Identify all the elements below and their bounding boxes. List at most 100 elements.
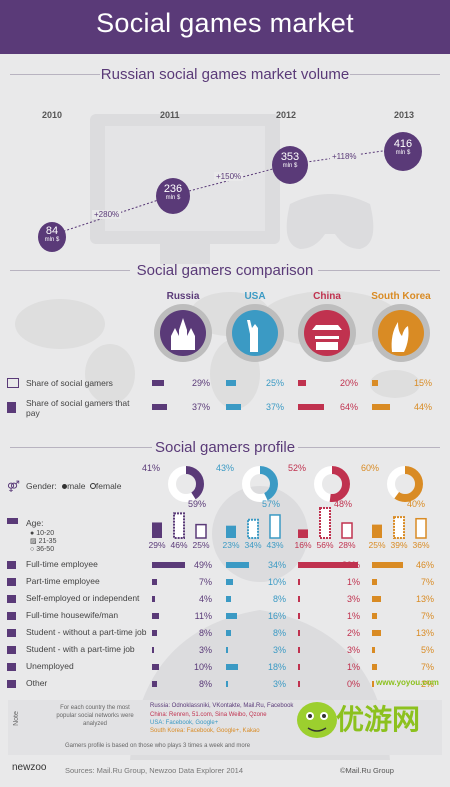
occupation-bar-5-0 [152, 647, 155, 653]
section-title-profile: Social gamers profile [154, 439, 296, 456]
age-value-2-1: 56% [316, 540, 334, 550]
occupation-label-4: Student - without a part-time job [26, 627, 147, 637]
age-legend: ● 10-20 ▨ 21-35 ○ 36-50 [30, 530, 56, 554]
comparison-value-0-0: 29% [191, 378, 210, 388]
legend-male: male [67, 481, 86, 491]
occupation-bar-1-2 [298, 579, 300, 585]
divider [298, 447, 440, 448]
data-label-2012: 353 [280, 151, 300, 163]
occupation-value-5-1: 3% [272, 645, 286, 655]
occupation-label-6: Unemployed [26, 661, 74, 671]
occupation-bar-6-3 [372, 664, 377, 670]
age-bar-1-2 [269, 514, 281, 539]
world-map-icon [15, 291, 420, 409]
country-china: China [313, 291, 341, 302]
unemployed-icon [7, 663, 16, 671]
section-title-comparison: Social gamers comparison [136, 262, 314, 279]
market-line-chart [51, 147, 404, 236]
comparison-value-1-0: 37% [191, 402, 210, 412]
note-usa: USA: Facebook, Google+ [150, 720, 219, 726]
occupation-value-2-3: 13% [415, 594, 434, 604]
occupation-bar-0-3 [372, 562, 403, 568]
occupation-value-5-3: 5% [420, 645, 434, 655]
note-korea: South Korea: Facebook, Google+, Kakao [150, 728, 260, 734]
growth-label-1: +280% [92, 210, 122, 219]
age-bar-2-2 [341, 522, 353, 539]
age-bar-0-1 [173, 512, 185, 539]
comparison-bar-1-3 [372, 404, 390, 410]
comparison-value-1-3: 44% [413, 402, 432, 412]
occupation-value-7-1: 3% [272, 679, 286, 689]
growth-label-3: +118% [330, 152, 359, 161]
occupation-value-5-0: 3% [198, 645, 212, 655]
occupation-value-7-3: 2% [420, 679, 434, 689]
tick-label-2010: 2010 [42, 110, 63, 120]
section-title-market: Russian social games market volume [100, 66, 350, 83]
data-point-2013: 416 mln $ [384, 132, 422, 171]
occupation-bar-6-2 [298, 664, 300, 670]
comparison-value-0-2: 20% [339, 378, 358, 388]
occupation-value-3-2: 1% [346, 611, 360, 621]
note-label: Note [12, 711, 20, 726]
occupation-bar-5-2 [298, 647, 301, 653]
comparison-bar-0-0 [152, 380, 164, 386]
gender-label-text: Gender: [26, 481, 57, 491]
data-point-2010: 84 mln $ [38, 222, 66, 252]
occupation-value-6-2: 1% [346, 662, 360, 672]
age-bar-0-0 [152, 522, 162, 538]
gender-male-value-1: 43% [216, 463, 235, 473]
note-left: For each country the most popular social… [56, 705, 134, 727]
occupation-value-3-0: 11% [194, 611, 212, 621]
comparison-value-1-2: 64% [339, 402, 358, 412]
unit-label: mln $ [165, 195, 181, 201]
data-point-2011: 236 mln $ [156, 178, 190, 214]
age-value-3-2: 36% [412, 540, 430, 550]
comparison-bar-1-0 [152, 404, 168, 410]
occupation-value-6-0: 10% [193, 662, 212, 672]
occupation-value-2-2: 3% [346, 594, 360, 604]
occupation-label-1: Part-time employee [26, 576, 100, 586]
gender-icon: ⚤ [7, 481, 20, 493]
newzoo-logo: newzoo [12, 762, 47, 773]
country-russia: Russia [166, 291, 200, 302]
watermark-logo: 优游网 [336, 704, 421, 735]
occupation-bar-7-1 [226, 681, 229, 687]
row-label-share: Share of social gamers [26, 378, 113, 388]
clock-icon [7, 578, 16, 586]
occupation-value-1-2: 1% [346, 577, 360, 587]
data-label-2013: 416 [393, 138, 413, 150]
row-label-pay: Share of social gamers that pay [26, 398, 130, 418]
legend-female: female [95, 481, 122, 491]
home-icon [7, 612, 16, 620]
comparison-value-0-3: 15% [413, 378, 432, 388]
sources-text: Sources: Mail.Ru Group, Newzoo Data Expl… [65, 766, 244, 775]
occupation-bar-5-3 [372, 647, 376, 653]
briefcase-icon [7, 561, 16, 569]
age-value-3-1: 39% [390, 540, 408, 550]
occupation-label-3: Full-time housewife/man [26, 610, 119, 620]
country-south-korea: South Korea [371, 291, 431, 302]
gender-male-value-2: 52% [288, 463, 307, 473]
occupation-label-0: Full-time employee [26, 559, 98, 569]
occupation-bar-2-2 [298, 596, 301, 602]
age-legend-1: ● 10-20 [30, 530, 55, 537]
occupation-value-4-3: 13% [415, 628, 434, 638]
growth-label-2: +150% [214, 172, 244, 181]
occupation-bar-4-1 [226, 630, 232, 636]
divider [350, 74, 440, 75]
divider [10, 74, 100, 75]
occupation-value-3-1: 16% [267, 611, 286, 621]
divider [10, 447, 152, 448]
occupation-bar-2-0 [152, 596, 155, 602]
note-china: China: Renren, 51.com, Sina Weibo, Qzone [150, 712, 267, 718]
occupation-bar-5-1 [226, 647, 229, 653]
gender-male-arc-1 [242, 466, 278, 502]
age-value-1-0: 23% [222, 540, 240, 550]
gender-male-arc-0 [168, 466, 204, 502]
occupation-value-3-3: 7% [420, 611, 434, 621]
data-point-2012: 353 mln $ [272, 146, 308, 184]
gamepad-icon [286, 194, 374, 249]
occupation-bar-3-1 [226, 613, 237, 619]
footer: newzoo Sources: Mail.Ru Group, Newzoo Da… [0, 760, 450, 787]
